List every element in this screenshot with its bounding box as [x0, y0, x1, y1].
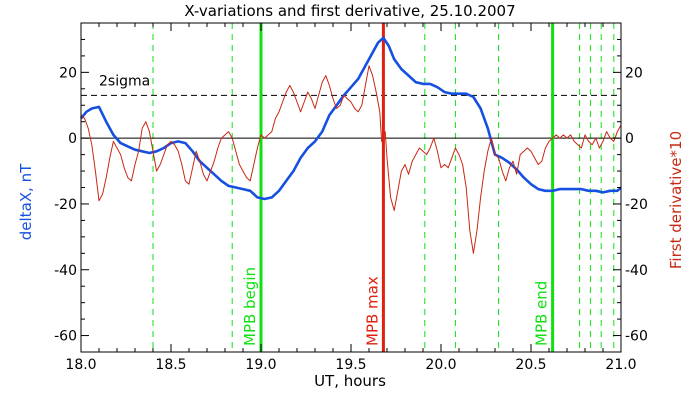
y-tick-label-left-2: -20: [54, 197, 77, 213]
y-tick-label-left-1: -40: [54, 263, 77, 279]
y-tick-label-right-0: -60: [625, 329, 648, 345]
x-tick-label-4: 20.0: [425, 357, 456, 373]
x-tick-label-0: 18.0: [65, 357, 96, 373]
reference-label-1: 2sigma: [99, 73, 150, 89]
y-axis-label-right: First derivative*10: [667, 131, 685, 269]
x-tick-label-1: 18.5: [155, 357, 186, 373]
series-derivative: [80, 65, 622, 254]
y-tick-label-left-4: 20: [59, 65, 77, 81]
x-axis-label: UT, hours: [314, 372, 386, 390]
marker-label-0: MPB begin: [241, 267, 259, 346]
y-axis-label-left: deltaX, nT: [17, 163, 35, 240]
x-tick-label-6: 21.0: [605, 357, 636, 373]
marker-label-1: MPB max: [363, 276, 381, 346]
x-tick-label-5: 20.5: [515, 357, 546, 373]
y-tick-label-left-3: 0: [68, 131, 77, 147]
y-tick-label-right-1: -40: [625, 263, 648, 279]
series-deltaX: [79, 36, 622, 201]
y-tick-label-left-0: -60: [54, 329, 77, 345]
y-tick-label-right-2: -20: [625, 197, 648, 213]
x-tick-label-2: 19.0: [245, 357, 276, 373]
y-tick-label-right-3: 0: [625, 131, 634, 147]
plot-area: 2sigma MPB begin MPB max MPB end 18.0 18.5 19.…: [54, 22, 648, 373]
marker-label-2: MPB end: [533, 281, 551, 346]
x-tick-label-3: 19.5: [335, 357, 366, 373]
chart-title: X-variations and first derivative, 25.10…: [184, 2, 515, 20]
y-tick-label-right-4: 20: [625, 65, 643, 81]
